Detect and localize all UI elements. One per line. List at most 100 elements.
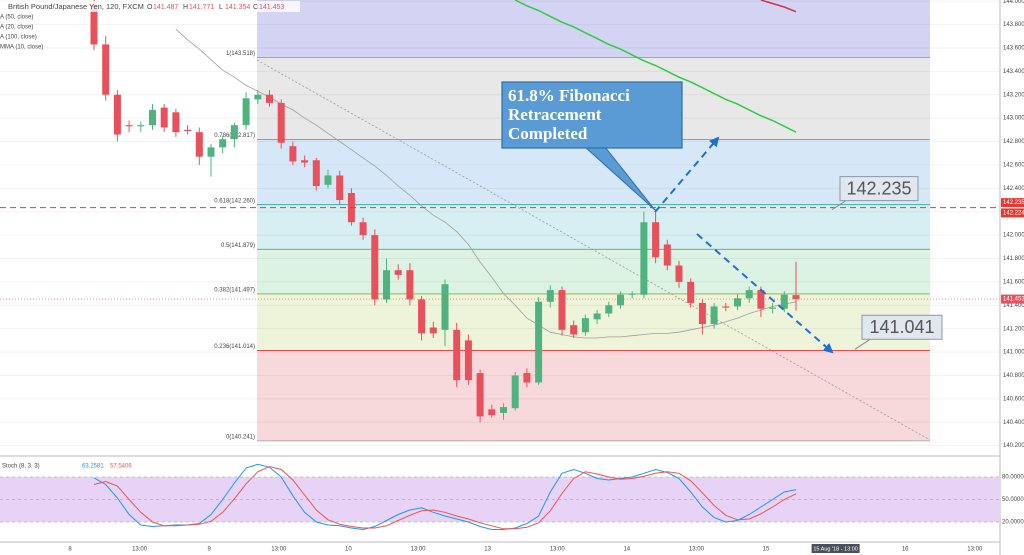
x-tick-label: 9 <box>208 547 212 553</box>
candle-body <box>652 222 660 258</box>
candle-body <box>558 290 566 330</box>
fib-label: 1(143.518) <box>226 51 255 57</box>
candle-body <box>312 160 320 186</box>
fib-levels: 1(143.518)0.786(142.817)0.618(142.260)0.… <box>214 51 930 442</box>
candle-body <box>617 294 624 306</box>
y-tick-label: 141.200 <box>1003 326 1024 332</box>
price-label-box <box>1001 294 1024 304</box>
candle-body <box>125 125 133 127</box>
candle-body <box>593 313 601 320</box>
candle-body <box>184 129 192 132</box>
header: British Pound/Japanese Yen, 120, FXCM O … <box>0 1 300 51</box>
grid <box>0 0 1000 447</box>
candle-body <box>464 340 472 381</box>
ohlc-value: 141.453 <box>259 4 284 11</box>
moving-average <box>760 0 797 13</box>
y-tick-label: 142.600 <box>1003 163 1024 169</box>
price-label-box <box>1001 198 1024 208</box>
x-tick-label: 13:00 <box>689 547 705 553</box>
candle-body <box>628 293 636 295</box>
candle-body <box>698 302 706 324</box>
y-tick-label: 142.800 <box>1003 139 1024 145</box>
candle-body <box>359 222 367 236</box>
candle-body <box>219 139 227 148</box>
candle-body <box>570 325 578 335</box>
price-label: 141.453 <box>1003 297 1024 303</box>
arrow-up <box>654 136 720 213</box>
candle-body <box>546 290 554 302</box>
candle-body <box>605 305 613 314</box>
ohlc-label: H <box>183 4 188 11</box>
candle-body <box>675 265 683 282</box>
candle-body <box>137 125 145 127</box>
y-tick-label: 143.400 <box>1003 69 1024 75</box>
candle-body <box>453 329 461 381</box>
candle-body <box>722 306 730 308</box>
candle-body <box>254 94 262 100</box>
candle-body <box>336 175 344 201</box>
y-tick-label: 140.200 <box>1003 443 1024 449</box>
x-tick-label: 13:00 <box>132 547 148 553</box>
candle-body <box>769 307 777 309</box>
x-tick-label: 14 <box>623 547 630 553</box>
fib-band <box>257 293 930 351</box>
candle-body <box>511 375 519 409</box>
candle-body <box>149 109 156 126</box>
trend-line <box>256 59 931 441</box>
callout-text: Completed <box>508 124 588 143</box>
candle-body <box>488 409 496 416</box>
indicator-label: A (20, close) <box>0 25 33 31</box>
x-tick-label: 10 <box>345 547 352 553</box>
callout-box <box>501 81 683 149</box>
level-callout-box <box>861 314 943 340</box>
candle-body <box>90 4 98 45</box>
ohlc-value: 141.487 <box>153 4 178 11</box>
y-tick-label: 143.000 <box>1003 116 1024 122</box>
candle-body <box>383 270 390 300</box>
price-label: 142.235 <box>1003 200 1024 206</box>
header-bg <box>0 1 300 12</box>
y-tick-label: 143.800 <box>1003 22 1024 28</box>
moving-average <box>514 0 797 133</box>
callout-pointer <box>831 200 847 211</box>
candles <box>90 0 800 423</box>
symbol: British Pound/Japanese Yen, 120, FXCM <box>8 2 144 11</box>
candle-body <box>301 160 309 163</box>
callout-pointer <box>854 338 871 350</box>
y-tick-label: 140.400 <box>1003 420 1024 426</box>
level-callout-text: 141.041 <box>869 317 934 337</box>
fib-band <box>257 350 930 441</box>
y-tick-label: 141.800 <box>1003 256 1024 262</box>
stoch-value: 57.5406 <box>110 464 132 470</box>
candle-body <box>160 107 168 128</box>
stoch-line <box>93 463 797 531</box>
fib-label: 0(140.241) <box>226 434 255 440</box>
ohlc-label: O <box>147 4 153 11</box>
candle-body <box>640 222 648 295</box>
x-tick-label: 15 Aug '18 - 13:00 <box>813 546 857 552</box>
indicator-label: A (50, close) <box>0 15 33 21</box>
x-tick-label: 16 <box>902 547 909 553</box>
candle-body <box>535 301 543 383</box>
x-tick-label: 13:00 <box>967 547 983 553</box>
candle-body <box>523 373 531 383</box>
candle-body <box>418 299 426 334</box>
stoch-line <box>93 465 797 530</box>
y2-tick-label: 20.0000 <box>1002 520 1024 526</box>
y-tick-label: 143.600 <box>1003 46 1024 52</box>
candle-body <box>710 306 718 324</box>
x-tick-label: 13:00 <box>271 547 287 553</box>
candle-body <box>195 132 203 157</box>
candle-body <box>500 407 507 413</box>
fib-label: 0.382(141.497) <box>214 288 255 294</box>
candle-body <box>371 235 379 300</box>
callout-text: 61.8% Fibonacci <box>508 86 630 105</box>
x-tick-label: 15 <box>763 547 770 553</box>
candle-body <box>102 44 110 95</box>
candle-body <box>277 102 285 143</box>
indicator-label: A (100, close) <box>0 35 37 41</box>
candle-body <box>663 244 671 266</box>
candle-body <box>792 295 800 300</box>
fib-band <box>257 249 930 294</box>
y-tick-label: 142.400 <box>1003 186 1024 192</box>
